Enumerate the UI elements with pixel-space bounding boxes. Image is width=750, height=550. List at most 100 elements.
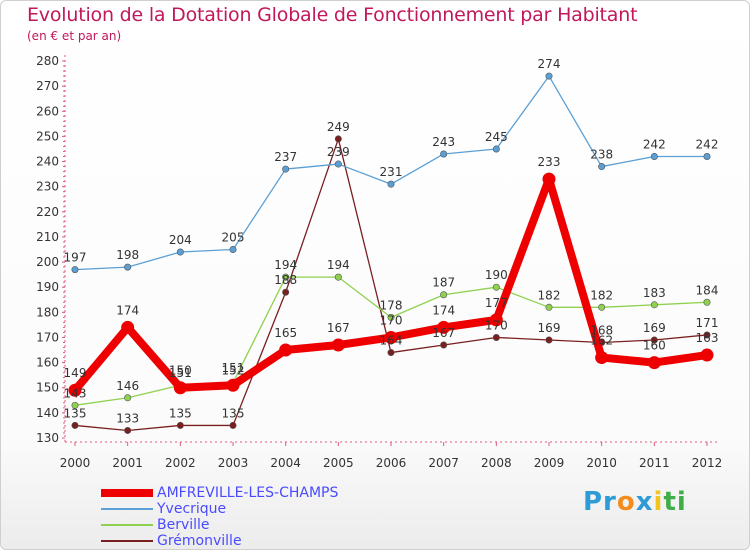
data-point xyxy=(440,150,448,158)
data-label: 239 xyxy=(327,145,350,159)
data-point xyxy=(229,421,237,429)
x-tick-label: 2006 xyxy=(376,456,407,470)
y-tick-label: 210 xyxy=(36,230,59,244)
data-point xyxy=(282,288,290,296)
y-tick-label: 270 xyxy=(36,79,59,93)
chart-subtitle: (en € et par an) xyxy=(27,29,122,43)
data-label: 182 xyxy=(538,288,561,302)
data-point xyxy=(71,266,79,274)
data-point xyxy=(650,301,658,309)
data-label: 183 xyxy=(643,286,666,300)
x-tick-label: 2003 xyxy=(218,456,249,470)
data-point xyxy=(71,401,79,409)
data-label: 135 xyxy=(222,406,245,420)
data-label: 242 xyxy=(696,138,719,152)
x-tick-label: 2008 xyxy=(481,456,512,470)
data-point xyxy=(387,349,395,357)
data-label: 167 xyxy=(432,326,455,340)
y-tick-label: 280 xyxy=(36,54,59,68)
data-point xyxy=(703,153,711,161)
data-point xyxy=(331,338,345,352)
y-tick-label: 200 xyxy=(36,255,59,269)
x-tick-label: 2011 xyxy=(639,456,670,470)
data-point xyxy=(226,378,240,392)
y-tick-label: 160 xyxy=(36,356,59,370)
x-tick-label: 2001 xyxy=(112,456,143,470)
data-label: 170 xyxy=(485,318,508,332)
data-point xyxy=(121,320,135,334)
data-point xyxy=(545,303,553,311)
data-point xyxy=(492,333,500,341)
data-point xyxy=(437,320,451,334)
data-label: 170 xyxy=(380,313,403,327)
data-label: 165 xyxy=(274,326,297,340)
y-tick-label: 140 xyxy=(36,406,59,420)
data-label: 194 xyxy=(274,258,297,272)
data-point xyxy=(703,298,711,306)
y-tick-label: 230 xyxy=(36,180,59,194)
data-point xyxy=(334,273,342,281)
data-point xyxy=(545,336,553,344)
x-tick-label: 2012 xyxy=(692,456,723,470)
data-label: 135 xyxy=(169,406,192,420)
x-tick-label: 2009 xyxy=(534,456,565,470)
data-point xyxy=(229,246,237,254)
data-point xyxy=(282,273,290,281)
series-lines xyxy=(68,72,714,434)
legend-swatch-gremonville xyxy=(101,540,153,542)
logo-letter: i xyxy=(653,487,664,517)
legend-label-berville: Berville xyxy=(157,517,210,533)
data-label: 194 xyxy=(327,258,350,272)
data-label: 174 xyxy=(116,303,139,317)
proxiti-logo: Proxiti xyxy=(583,487,687,517)
data-point xyxy=(71,421,79,429)
data-label: 168 xyxy=(590,323,613,337)
data-label: 150 xyxy=(169,364,192,378)
y-tick-label: 250 xyxy=(36,129,59,143)
data-label: 274 xyxy=(538,57,561,71)
data-point xyxy=(68,383,82,397)
logo-letter: o xyxy=(616,487,636,517)
legend-swatch-yvecrique xyxy=(101,508,153,510)
data-label: 204 xyxy=(169,233,192,247)
data-point xyxy=(700,348,714,362)
y-tick-label: 240 xyxy=(36,155,59,169)
logo-letter: Pr xyxy=(583,487,617,517)
data-label: 169 xyxy=(538,321,561,335)
data-point xyxy=(598,303,606,311)
data-label: 190 xyxy=(485,268,508,282)
data-point xyxy=(492,283,500,291)
data-label: 167 xyxy=(327,321,350,335)
data-label: 231 xyxy=(380,165,403,179)
data-label: 169 xyxy=(643,321,666,335)
y-tick-label: 260 xyxy=(36,104,59,118)
data-point xyxy=(279,343,293,357)
data-label: 135 xyxy=(64,406,87,420)
data-point xyxy=(647,356,661,370)
data-point xyxy=(542,172,556,186)
data-label: 242 xyxy=(643,138,666,152)
data-point xyxy=(703,331,711,339)
data-label: 197 xyxy=(64,251,87,265)
data-point xyxy=(595,351,609,365)
data-point xyxy=(124,426,132,434)
y-tick-label: 190 xyxy=(36,280,59,294)
data-point xyxy=(384,330,398,344)
data-point xyxy=(598,163,606,171)
data-label: 245 xyxy=(485,130,508,144)
data-label: 160 xyxy=(643,339,666,353)
data-label: 243 xyxy=(432,135,455,149)
data-point xyxy=(282,165,290,173)
data-point xyxy=(387,313,395,321)
data-label: 162 xyxy=(590,334,613,348)
data-label: 198 xyxy=(116,248,139,262)
data-point xyxy=(489,313,503,327)
x-tick-label: 2010 xyxy=(586,456,617,470)
legend-swatch-berville xyxy=(101,524,153,526)
data-point xyxy=(492,145,500,153)
y-tick-label: 130 xyxy=(36,431,59,445)
data-label: 171 xyxy=(696,316,719,330)
axes: 130 140 150 160 170 180 190 200 210 220 230 240 250 2… xyxy=(36,54,722,470)
